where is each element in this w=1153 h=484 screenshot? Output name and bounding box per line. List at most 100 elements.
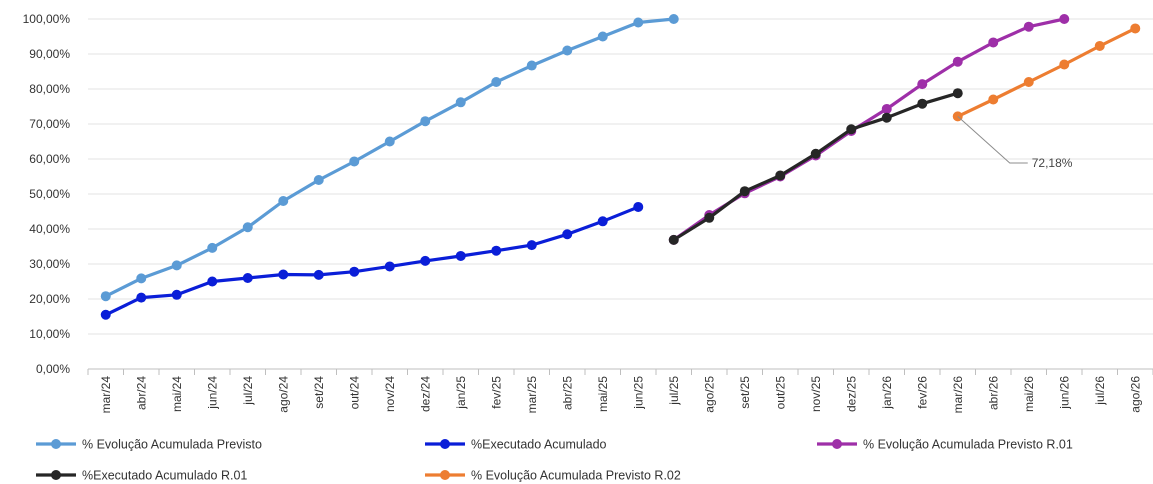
data-point: [242, 273, 253, 283]
x-tick-label: out/25: [773, 376, 787, 410]
data-point: [562, 229, 573, 240]
data-point: [100, 291, 111, 302]
legend-label: % Evolução Acumulada Previsto R.01: [863, 438, 1073, 452]
x-tick-label: jun/25: [631, 376, 645, 410]
x-tick-label: jul/26: [1093, 376, 1107, 406]
data-point: [313, 175, 324, 185]
y-tick-label: 70,00%: [29, 117, 70, 131]
data-point: [455, 97, 466, 108]
x-tick-label: jun/24: [205, 376, 219, 410]
data-point: [704, 212, 715, 223]
y-tick-label: 40,00%: [29, 222, 70, 236]
annotations: 72,18%: [957, 115, 1073, 170]
y-tick-label: 90,00%: [29, 47, 70, 61]
data-point: [207, 276, 218, 287]
y-axis: 0,00% 10,00% 20,00% 30,00% 40,00% 50,00% 60,00…: [23, 12, 71, 376]
data-point: [775, 170, 786, 181]
x-tick-label: nov/24: [383, 376, 397, 412]
legend-swatch-marker: [51, 470, 61, 480]
data-point: [1023, 77, 1034, 87]
x-tick-label: mai/24: [170, 376, 184, 412]
data-point: [633, 17, 644, 28]
data-point: [242, 222, 253, 233]
x-tick-label: jul/25: [667, 376, 681, 406]
x-tick-label: fev/25: [489, 376, 503, 409]
data-point: [668, 234, 679, 245]
data-point: [349, 266, 360, 277]
x-tick-label: jan/26: [880, 376, 894, 410]
data-point: [384, 261, 395, 272]
data-point: [1094, 40, 1105, 51]
data-point: [988, 94, 999, 105]
series-line: [104, 205, 640, 317]
y-tick-label: 50,00%: [29, 187, 70, 201]
x-tick-label: set/24: [312, 376, 326, 409]
y-tick-label: 20,00%: [29, 292, 70, 306]
legend: % Evolução Acumulada Previsto %Executado …: [36, 438, 1073, 483]
y-tick-label: 0,00%: [36, 362, 70, 376]
legend-swatch-marker: [440, 470, 450, 480]
data-point: [526, 60, 537, 71]
y-tick-label: 10,00%: [29, 327, 70, 341]
x-tick-label: fev/26: [915, 376, 929, 409]
data-point: [455, 250, 466, 261]
data-point: [384, 136, 395, 147]
data-point: [881, 112, 892, 123]
legend-swatch-marker: [51, 439, 61, 449]
annotation-leader-line: [957, 115, 1028, 164]
x-tick-label: mar/26: [951, 376, 965, 414]
data-point: [952, 56, 963, 67]
data-point: [491, 77, 502, 87]
data-point: [988, 37, 999, 48]
x-axis: mar/24 abr/24 mai/24 jun/24 jul/24 ago/24 set/…: [87, 369, 1153, 414]
data-point: [171, 289, 182, 300]
data-point: [739, 186, 750, 197]
y-tick-label: 100,00%: [23, 12, 71, 26]
data-point: [810, 148, 821, 159]
data-point: [278, 196, 289, 206]
data-point: [597, 216, 608, 227]
legend-swatch-marker: [440, 439, 450, 449]
data-point: [1059, 59, 1070, 70]
data-point: [171, 260, 182, 271]
y-tick-label: 30,00%: [29, 257, 70, 271]
legend-label: %Executado Acumulado: [471, 438, 607, 452]
data-point: [917, 79, 928, 90]
x-tick-label: set/25: [738, 376, 752, 409]
data-point: [881, 103, 892, 114]
x-tick-label: mar/25: [525, 376, 539, 414]
plot-area: [100, 14, 1141, 320]
data-point: [207, 242, 218, 253]
x-tick-label: mai/25: [596, 376, 610, 412]
data-point: [562, 45, 573, 56]
data-point: [278, 269, 289, 280]
data-point: [420, 116, 431, 127]
x-tick-label: abr/24: [134, 376, 148, 410]
x-tick-label: dez/25: [844, 376, 858, 412]
data-point: [136, 292, 147, 303]
annotation-label: 72,18%: [1032, 156, 1073, 170]
series-line: [672, 91, 960, 242]
series-line: [104, 17, 676, 298]
legend-label: % Evolução Acumulada Previsto R.02: [471, 469, 681, 483]
data-point: [420, 255, 431, 266]
x-tick-label: ago/24: [276, 376, 290, 413]
series-line: [956, 26, 1137, 119]
x-tick-label: ago/25: [702, 376, 716, 413]
x-tick-label: dez/24: [418, 376, 432, 412]
x-tick-label: jan/25: [454, 376, 468, 410]
data-point: [1130, 23, 1141, 34]
y-tick-label: 60,00%: [29, 152, 70, 166]
data-point: [349, 156, 360, 167]
x-tick-label: abr/26: [986, 376, 1000, 410]
data-point: [633, 201, 644, 212]
legend-swatch-marker: [832, 439, 842, 449]
data-point: [1059, 14, 1070, 24]
x-tick-label: nov/25: [809, 376, 823, 412]
series-line: [672, 17, 1066, 242]
x-tick-label: mar/24: [99, 376, 113, 414]
data-point: [668, 14, 679, 24]
data-point: [100, 309, 111, 320]
x-tick-label: out/24: [347, 376, 361, 410]
